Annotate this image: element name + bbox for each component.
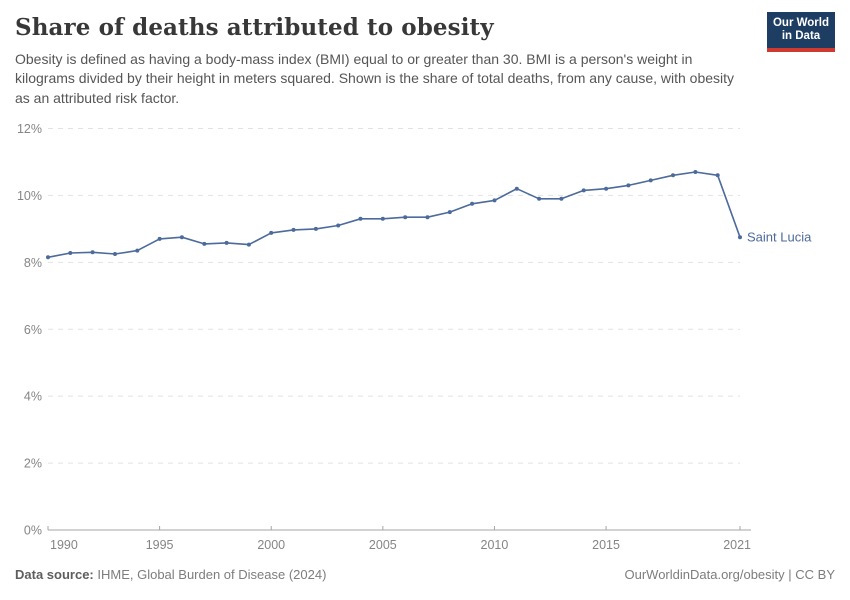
x-tick-label: 2015 — [592, 538, 620, 552]
data-point[interactable] — [90, 250, 95, 255]
data-point[interactable] — [559, 196, 564, 201]
data-point[interactable] — [336, 223, 341, 228]
data-point[interactable] — [626, 183, 631, 188]
data-point[interactable] — [403, 215, 408, 220]
credit-link[interactable]: OurWorldinData.org/obesity | CC BY — [624, 567, 836, 582]
owid-logo-line2: in Data — [781, 30, 821, 42]
x-tick-label: 2021 — [723, 538, 751, 552]
x-tick-label: 2010 — [481, 538, 509, 552]
y-tick-label: 2% — [24, 457, 42, 471]
chart-footer: Data source: IHME, Global Burden of Dise… — [15, 567, 835, 582]
y-tick-label: 10% — [17, 189, 42, 203]
data-point[interactable] — [224, 240, 229, 245]
data-point[interactable] — [113, 252, 117, 256]
owid-logo: Our World in Data — [767, 12, 835, 52]
data-point[interactable] — [581, 188, 586, 193]
y-tick-label: 0% — [24, 524, 42, 538]
data-point[interactable] — [604, 186, 609, 191]
trend-line[interactable] — [47, 171, 741, 259]
data-point[interactable] — [380, 216, 385, 221]
data-point[interactable] — [135, 248, 140, 253]
data-point[interactable] — [68, 251, 73, 255]
data-point[interactable] — [202, 241, 207, 246]
data-source-label: Data source: — [15, 567, 94, 582]
data-point[interactable] — [693, 170, 698, 174]
data-point[interactable] — [313, 226, 318, 231]
y-tick-label: 6% — [24, 323, 42, 337]
data-point[interactable] — [179, 235, 184, 240]
data-point[interactable] — [715, 173, 720, 178]
data-point[interactable] — [648, 178, 653, 183]
chart-subtitle: Obesity is defined as having a body-mass… — [15, 51, 735, 106]
owid-logo-line1: Our World — [772, 16, 829, 29]
data-point[interactable] — [514, 186, 519, 191]
data-point[interactable] — [447, 210, 452, 215]
x-tick-label: 2005 — [369, 538, 397, 552]
data-point[interactable] — [291, 227, 296, 232]
data-point[interactable] — [157, 236, 162, 241]
y-tick-label: 8% — [24, 256, 42, 270]
y-tick-label: 12% — [17, 122, 42, 136]
data-point[interactable] — [492, 198, 497, 203]
data-point[interactable] — [246, 242, 251, 247]
y-tick-label: 4% — [24, 390, 42, 404]
data-source-note: Data source: IHME, Global Burden of Dise… — [15, 567, 326, 582]
data-point[interactable] — [470, 201, 475, 206]
data-point[interactable] — [425, 215, 430, 220]
data-point[interactable] — [358, 216, 363, 221]
data-point[interactable] — [738, 235, 742, 240]
data-point[interactable] — [46, 255, 50, 260]
chart-header: Share of deaths attributed to obesity Ob… — [15, 12, 835, 108]
x-tick-label: 1995 — [146, 538, 174, 552]
x-tick-label: 2000 — [257, 538, 285, 552]
page-title: Share of deaths attributed to obesity — [15, 14, 494, 41]
data-point[interactable] — [671, 173, 675, 178]
data-point[interactable] — [537, 196, 542, 201]
data-point[interactable] — [269, 230, 274, 235]
x-tick-label: 1990 — [50, 538, 78, 552]
series-label: Saint Lucia — [747, 230, 812, 245]
data-source-value: IHME, Global Burden of Disease (2024) — [93, 567, 327, 582]
